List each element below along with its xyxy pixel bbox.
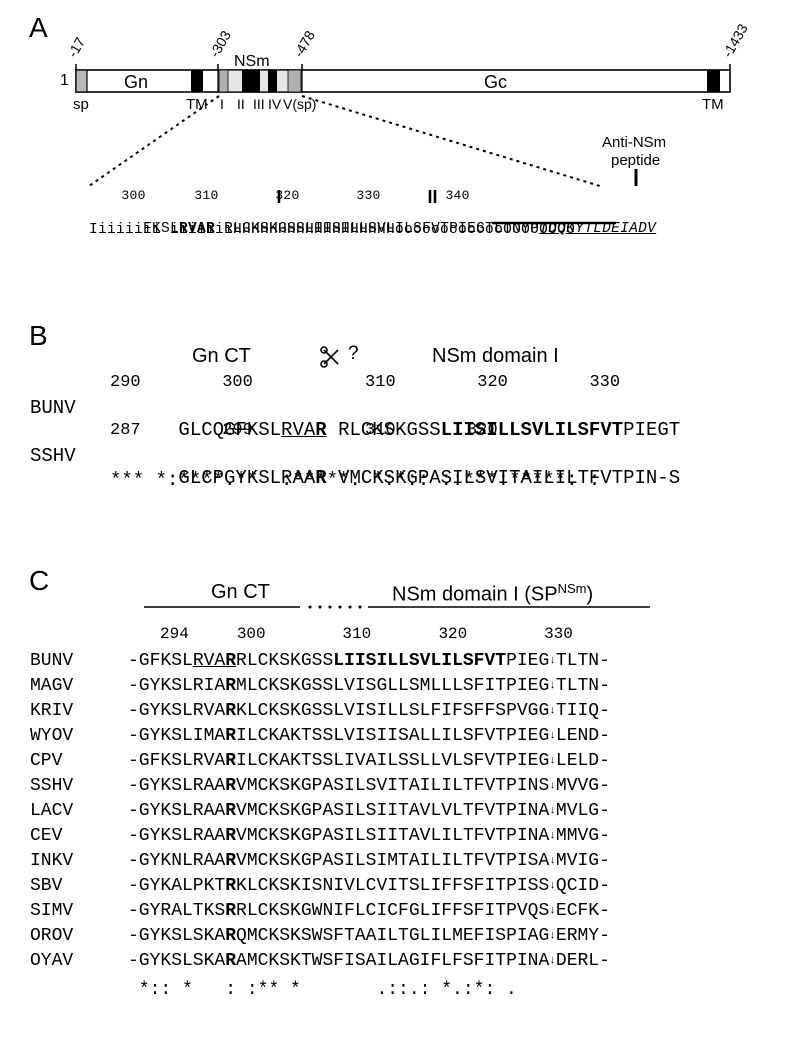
b-bunv-3: PIEGT <box>623 419 680 441</box>
b-bunv-lbl: BUNV <box>30 397 76 419</box>
c-row-seq: -GYKSLSKARAMCKSKTWSFISAILAGIFLFSFITPINA↓… <box>128 951 610 971</box>
c-row-lbl: CEV <box>30 826 62 846</box>
cleavage-arrow-icon: ↓ <box>549 930 556 942</box>
c-row-lbl: OROV <box>30 926 73 946</box>
cleavage-arrow-icon: ↓ <box>549 830 556 842</box>
cleavage-arrow-icon: ↓ <box>549 905 556 917</box>
cleavage-arrow-icon: ↓ <box>549 655 556 667</box>
c-row-lbl: SIMV <box>30 901 73 921</box>
c-row-seq: -GYKSLIMARILCKAKTSSLVISIISALLILSFVTPIEG↓… <box>128 726 610 746</box>
c-row-seq: -GYKSLRAARVMCKSKGPASILSIITAVLVLTFVTPINA↓… <box>128 801 610 821</box>
panel-a: -17 -303 -478 -1433 1 Gn NSm Gc sp TM I … <box>54 40 754 280</box>
c-row-seq: -GYKSLRVARKLCKSKGSSLVISILLSLFIFSFFSPVGG↓… <box>128 701 610 721</box>
cleavage-arrow-icon: ↓ <box>549 805 556 817</box>
a-secstruct: Iiiiiiii iiiiiiiHHHHHHHHHHHHHHHHHHoooooo… <box>89 222 575 238</box>
c-row-lbl: MAGV <box>30 676 73 696</box>
cleavage-arrow-icon: ↓ <box>549 730 556 742</box>
c-hdr-lines <box>30 575 765 615</box>
c-numline: 294 300 310 320 330 <box>160 625 573 643</box>
b-cons: *** *:****.** :*****. *:*:: ::***:*****:… <box>110 469 600 491</box>
c-row-seq: -GYRALTKSRRLCKSKGWNIFLCICFGLIFFSFITPVQS↓… <box>128 901 610 921</box>
c-row-lbl: KRIV <box>30 701 73 721</box>
c-row-seq: -GFKSLRVARILCKAKTSSLIVAILSSLLVLSFVTPIEG↓… <box>128 751 610 771</box>
c-row-lbl: LACV <box>30 801 73 821</box>
b-hdr-gnct: Gn CT <box>192 345 251 368</box>
b-nummid: 287 299 310 320 <box>110 421 498 440</box>
c-row-lbl: WYOV <box>30 726 73 746</box>
c-row-lbl: BUNV <box>30 651 73 671</box>
scissor-icon <box>320 345 350 371</box>
b-sshv-lbl: SSHV <box>30 445 76 467</box>
cleavage-arrow-icon: ↓ <box>549 955 556 967</box>
c-row-lbl: INKV <box>30 851 73 871</box>
c-row-seq: -GYKALPKTRKLCKSKISNIVLCVITSLIFFSFITPISS↓… <box>128 876 610 896</box>
cleavage-arrow-icon: ↓ <box>549 855 556 867</box>
cleavage-arrow-icon: ↓ <box>549 705 556 717</box>
c-row-seq: -GYKSLRAARVMCKSKGPASILSVITAILILTFVTPINS↓… <box>128 776 610 796</box>
cleavage-arrow-icon: ↓ <box>549 755 556 767</box>
c-cons: *:: * : :** * .::.: *.:*: . <box>128 980 517 1000</box>
cleavage-arrow-icon: ↓ <box>549 780 556 792</box>
c-row-seq: -GFKSLRVARRLCKSKGSSLIISILLSVLILSFVTPIEG↓… <box>128 651 610 671</box>
b-numtop: 290 300 310 320 330 <box>110 373 620 392</box>
panel-b-label: B <box>29 320 48 352</box>
c-row-seq: -GYKSLRIARMLCKSKGSSLVISGLLSMLLLSFITPIEG↓… <box>128 676 610 696</box>
b-hdr-nsm: NSm domain I <box>432 345 559 368</box>
c-row-lbl: SBV <box>30 876 62 896</box>
c-row-seq: -GYKNLRAARVMCKSKGPASILSIMTAILILTFVTPISA↓… <box>128 851 610 871</box>
c-row-lbl: SSHV <box>30 776 73 796</box>
c-row-lbl: CPV <box>30 751 62 771</box>
c-row-seq: -GYKSLRAARVMCKSKGPASILSIITAVLILTFVTPINA↓… <box>128 826 610 846</box>
c-row-lbl: OYAV <box>30 951 73 971</box>
cleavage-arrow-icon: ↓ <box>549 680 556 692</box>
figure: A B C -17 -303 <box>0 0 796 1040</box>
panel-a-label: A <box>29 12 48 44</box>
cleavage-arrow-icon: ↓ <box>549 880 556 892</box>
b-qmark: ? <box>348 343 359 365</box>
c-row-seq: -GYKSLSKARQMCKSKSWSFTAAILTGLILMEFISPIAG↓… <box>128 926 610 946</box>
